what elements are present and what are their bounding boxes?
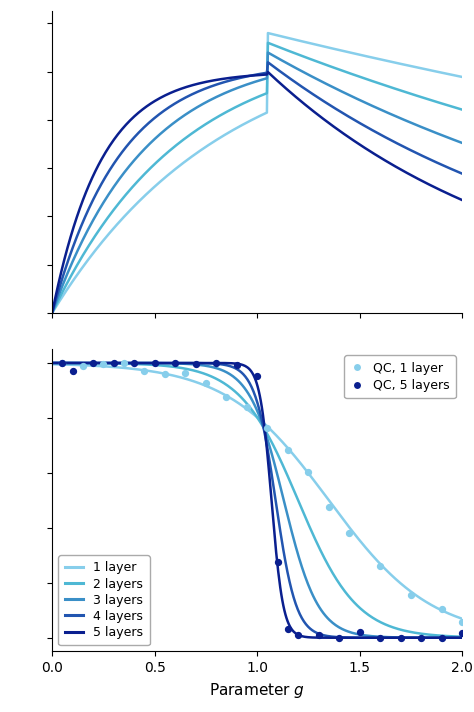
Point	[325, 501, 333, 513]
Legend: QC, 1 layer, QC, 5 layers: QC, 1 layer, QC, 5 layers	[344, 355, 456, 398]
Point	[284, 624, 292, 635]
Point	[69, 365, 76, 377]
Point	[335, 632, 343, 644]
Point	[79, 360, 87, 372]
Point	[120, 357, 128, 369]
Point	[223, 392, 230, 403]
Point	[274, 556, 282, 567]
Point	[264, 422, 271, 434]
Point	[233, 360, 240, 371]
Point	[192, 359, 200, 370]
Point	[89, 357, 97, 369]
Point	[182, 368, 189, 379]
Point	[212, 357, 220, 369]
Point	[397, 632, 404, 644]
Point	[59, 357, 66, 369]
Point	[253, 370, 261, 382]
Point	[202, 377, 210, 389]
Point	[294, 629, 302, 641]
Point	[130, 357, 138, 369]
X-axis label: Parameter $g$: Parameter $g$	[209, 681, 305, 700]
Point	[417, 632, 425, 644]
Point	[243, 402, 251, 413]
Point	[438, 632, 446, 644]
Point	[407, 590, 415, 601]
Point	[59, 357, 66, 369]
Point	[161, 369, 169, 380]
Point	[100, 358, 107, 370]
Point	[376, 560, 384, 572]
Point	[171, 357, 179, 369]
Point	[458, 616, 466, 627]
Point	[458, 628, 466, 639]
Point	[438, 604, 446, 615]
Point	[151, 357, 158, 369]
Point	[346, 528, 353, 539]
Point	[284, 444, 292, 456]
Point	[305, 467, 312, 478]
Point	[356, 627, 364, 638]
Point	[141, 365, 148, 377]
Point	[110, 357, 118, 369]
Point	[376, 632, 384, 644]
Point	[315, 629, 322, 641]
